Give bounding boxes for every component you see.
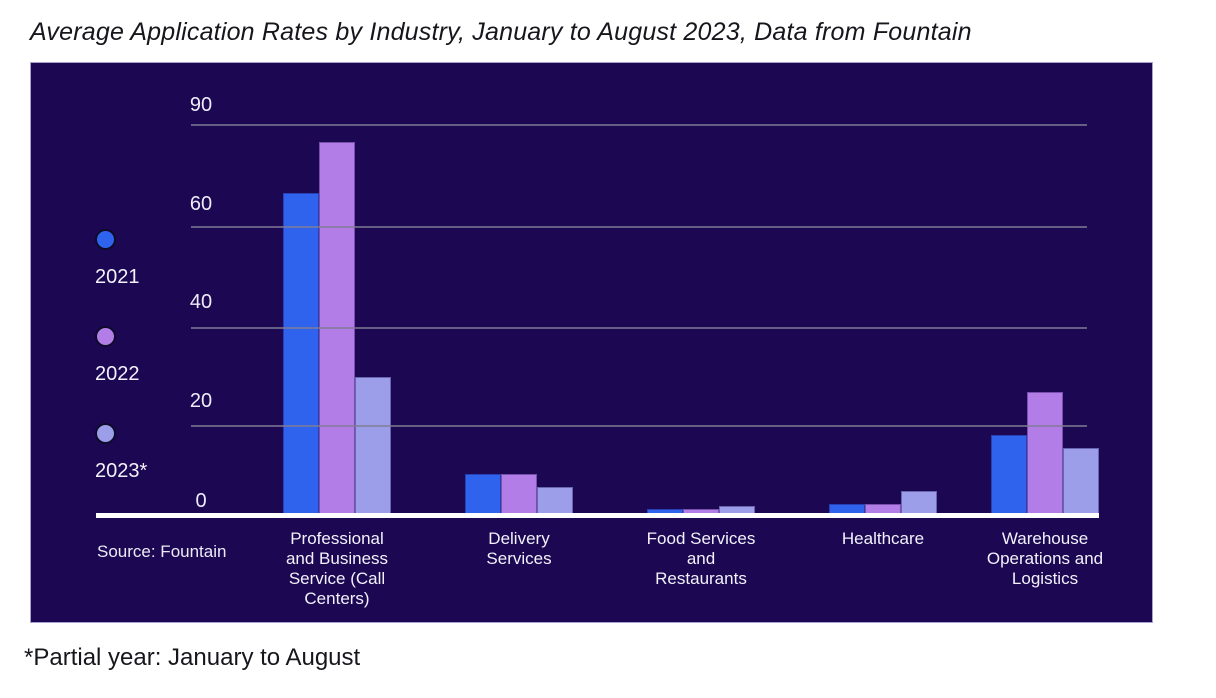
legend-swatch-icon-2023 xyxy=(95,423,116,444)
y-tick-label-0: 0 xyxy=(195,490,207,512)
chart-panel: 2021 2022 2023* 90 60 40 20 0 Professional and… xyxy=(30,62,1153,623)
chart-title: Average Application Rates by Industry, J… xyxy=(30,18,972,46)
y-tick-label-60: 60 xyxy=(189,193,213,215)
bar-2023-healthcare xyxy=(901,491,937,513)
legend-label-2021: 2021 xyxy=(95,266,140,288)
legend-item-2021: 2021 xyxy=(95,229,140,289)
bar-2021-professional xyxy=(283,193,319,513)
bar-2021-food-services xyxy=(647,508,683,513)
bar-2023-delivery xyxy=(537,486,573,513)
y-tick-label-40: 40 xyxy=(189,291,213,313)
x-category-label-delivery: Delivery Services xyxy=(486,529,552,568)
bar-2022-food-services xyxy=(683,508,719,513)
x-category-label-professional: Professional and Business Service (Call … xyxy=(285,529,389,608)
x-category-label-healthcare: Healthcare xyxy=(841,529,925,548)
bar-2023-warehouse xyxy=(1063,447,1099,513)
legend-swatch-icon-2021 xyxy=(95,229,116,250)
bar-2023-professional xyxy=(355,377,391,513)
gridline xyxy=(191,124,1087,126)
bar-2022-delivery xyxy=(501,473,537,513)
y-tick-label-90: 90 xyxy=(189,94,213,116)
gridline xyxy=(191,425,1087,427)
bar-2022-healthcare xyxy=(865,504,901,513)
gridline xyxy=(191,226,1087,228)
gridline xyxy=(191,327,1087,329)
bar-2021-warehouse xyxy=(991,434,1027,513)
x-category-label-food-services: Food Services and Restaurants xyxy=(646,529,756,588)
legend-label-2022: 2022 xyxy=(95,363,140,385)
legend-swatch-icon-2022 xyxy=(95,326,116,347)
x-axis-line xyxy=(96,513,1099,518)
x-category-label-warehouse: Warehouse Operations and Logistics xyxy=(986,529,1104,588)
legend-label-2023: 2023* xyxy=(95,460,148,482)
legend-item-2023: 2023* xyxy=(95,423,147,483)
bar-2021-healthcare xyxy=(829,504,865,513)
bar-2021-delivery xyxy=(465,473,501,513)
bar-2022-warehouse xyxy=(1027,391,1063,513)
legend-item-2022: 2022 xyxy=(95,326,140,386)
y-tick-label-20: 20 xyxy=(189,390,213,412)
footnote: *Partial year: January to August xyxy=(24,644,361,671)
bar-2023-food-services xyxy=(719,506,755,513)
source-label: Source: Fountain xyxy=(97,542,227,561)
